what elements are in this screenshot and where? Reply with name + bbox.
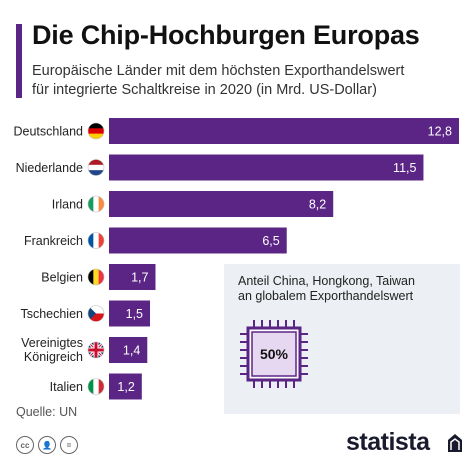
bar-cz	[109, 300, 151, 327]
value-label: 12,8	[428, 125, 452, 139]
value-label: 1,5	[126, 307, 143, 321]
category-label: Niederlande	[16, 161, 83, 175]
subtitle-line-2: für integrierte Schaltkreise in 2020 (in…	[32, 82, 377, 98]
value-label: 1,7	[131, 271, 148, 285]
flag-cz-icon	[87, 305, 105, 322]
bar-nl	[109, 154, 424, 181]
category-label: Italien	[50, 380, 83, 394]
statista-mark-icon	[448, 434, 462, 452]
value-label: 6,5	[262, 234, 279, 248]
chip-icon	[240, 320, 308, 388]
chart-subtitle: Europäische Länder mit dem höchsten Expo…	[32, 62, 462, 100]
bar-chart: 12,8 Deutschland 11,5 Niederlande 8,2 Irland 6…	[14, 118, 459, 400]
share-value: 50%	[259, 346, 289, 362]
flag-ie-icon	[87, 195, 105, 213]
statista-logo[interactable]: statista	[346, 428, 430, 456]
nd-icon[interactable]: =	[60, 436, 78, 454]
value-label: 1,2	[117, 380, 134, 394]
category-label: Tschechien	[20, 307, 83, 321]
source-label: Quelle: UN	[16, 405, 78, 419]
license-icons: cc 👤 =	[16, 436, 78, 454]
flag-be-icon	[87, 268, 105, 286]
flag-it-icon	[87, 378, 105, 395]
value-label: 8,2	[309, 198, 326, 212]
category-label: Vereinigtes Königreich	[21, 336, 83, 364]
category-label: Frankreich	[24, 234, 83, 248]
category-label: Irland	[52, 198, 83, 212]
by-icon[interactable]: 👤	[38, 436, 56, 454]
bar-gb	[109, 337, 148, 363]
bar-be	[109, 264, 156, 290]
info-text: Anteil China, Hongkong, Taiwan an global…	[238, 274, 453, 304]
chart-title: Die Chip-Hochburgen Europas	[32, 20, 420, 50]
flag-fr-icon	[87, 232, 105, 249]
subtitle-line-1: Europäische Länder mit dem höchsten Expo…	[32, 63, 405, 79]
flag-nl-icon	[87, 159, 105, 176]
info-line-2: an globalem Exporthandelswert	[238, 289, 414, 303]
bar-ie	[109, 191, 334, 217]
flag-gb-icon	[87, 341, 105, 359]
category-label: Belgien	[41, 271, 83, 285]
flag-de-icon	[87, 122, 105, 140]
bar-it	[109, 373, 142, 400]
cc-icon[interactable]: cc	[16, 436, 34, 454]
value-label: 11,5	[393, 161, 416, 175]
value-label: 1,4	[123, 344, 140, 358]
category-label: Deutschland	[14, 125, 84, 139]
bar-de	[109, 118, 459, 144]
info-line-1: Anteil China, Hongkong, Taiwan	[238, 274, 415, 288]
title-accent-bar	[16, 24, 22, 98]
info-box: Anteil China, Hongkong, Taiwan an global…	[224, 264, 460, 414]
bar-fr	[109, 227, 287, 254]
